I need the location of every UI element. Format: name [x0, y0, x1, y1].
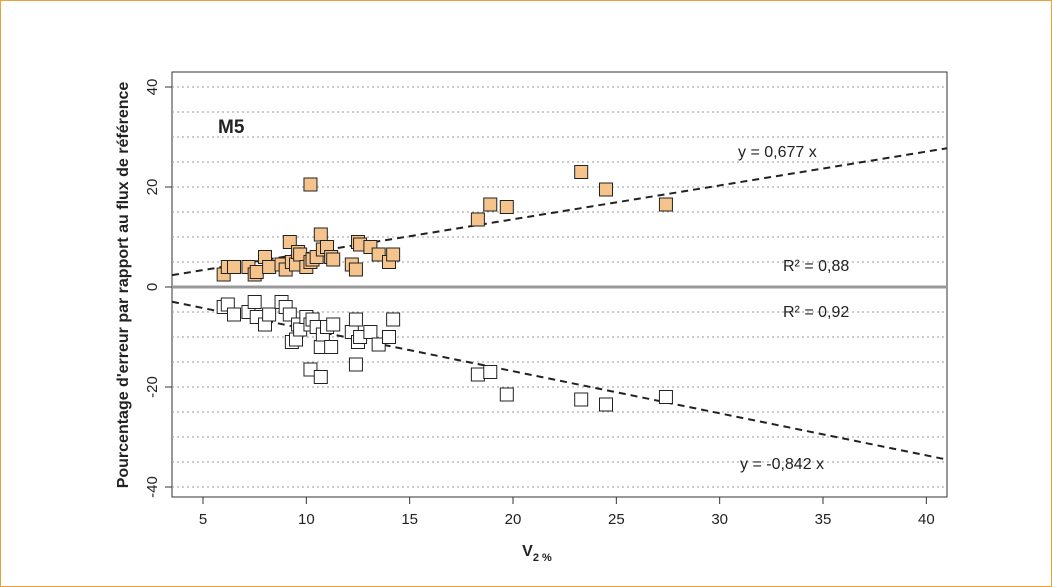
x-tick-label: 25 — [608, 511, 625, 528]
y-tick-label: 0 — [144, 283, 161, 291]
x-tick-label: 30 — [711, 511, 728, 528]
data-point — [371, 337, 386, 352]
fit-lines — [171, 147, 948, 461]
data-points — [216, 165, 673, 412]
y-axis-title: Pourcentage d'erreur par rapport au flux… — [115, 82, 132, 489]
data-point — [326, 317, 341, 332]
data-point — [324, 340, 339, 354]
data-point — [326, 252, 341, 267]
data-point — [249, 265, 264, 279]
data-point — [313, 227, 328, 242]
data-point — [658, 390, 673, 404]
axes: 5 10 15 20 25 30 35 40 -40 -20 0 20 40 — [144, 79, 935, 528]
data-point — [371, 247, 386, 262]
fit-line — [171, 300, 948, 461]
data-point — [348, 357, 363, 372]
x-tick-label: 15 — [401, 511, 418, 528]
data-point — [382, 330, 396, 344]
data-point — [348, 312, 363, 327]
data-point — [303, 177, 318, 192]
data-point — [262, 260, 277, 274]
data-point — [483, 197, 498, 212]
data-point — [386, 312, 401, 327]
y-tick-label: -20 — [144, 376, 161, 398]
data-point — [599, 397, 613, 412]
data-point — [348, 262, 363, 277]
r2-negative: R² = 0,92 — [783, 304, 849, 321]
data-point — [227, 307, 241, 322]
x-tick-label: 35 — [815, 511, 832, 528]
data-point — [313, 370, 328, 384]
data-point — [658, 197, 673, 212]
data-point — [574, 165, 589, 179]
data-point — [470, 212, 485, 227]
data-point — [499, 200, 514, 214]
data-point — [363, 325, 378, 339]
y-tick-label: 40 — [144, 79, 161, 96]
x-axis-title: V2 % — [522, 543, 552, 564]
y-tick-label: -40 — [144, 476, 161, 498]
fit-equation-positive: y = 0,677 x — [738, 144, 817, 161]
x-tick-label: 5 — [199, 511, 207, 528]
fit-equation-negative: y = -0,842 x — [740, 456, 824, 473]
x-tick-label: 20 — [505, 511, 522, 528]
x-tick-label: 40 — [918, 511, 935, 528]
fit-line — [171, 147, 948, 277]
panel-label: M5 — [218, 117, 245, 138]
data-point — [227, 260, 241, 274]
data-point — [247, 295, 262, 309]
data-point — [470, 367, 485, 382]
data-point — [599, 182, 613, 197]
data-point — [499, 387, 514, 402]
gridlines — [172, 86, 947, 488]
data-point — [386, 247, 401, 262]
data-point — [483, 365, 498, 379]
data-point — [262, 307, 277, 322]
r2-positive: R² = 0,88 — [783, 258, 849, 275]
x-tick-label: 10 — [298, 511, 315, 528]
plot-area — [171, 71, 948, 498]
data-point — [574, 392, 589, 407]
data-point — [303, 362, 318, 377]
y-tick-label: 20 — [144, 179, 161, 196]
